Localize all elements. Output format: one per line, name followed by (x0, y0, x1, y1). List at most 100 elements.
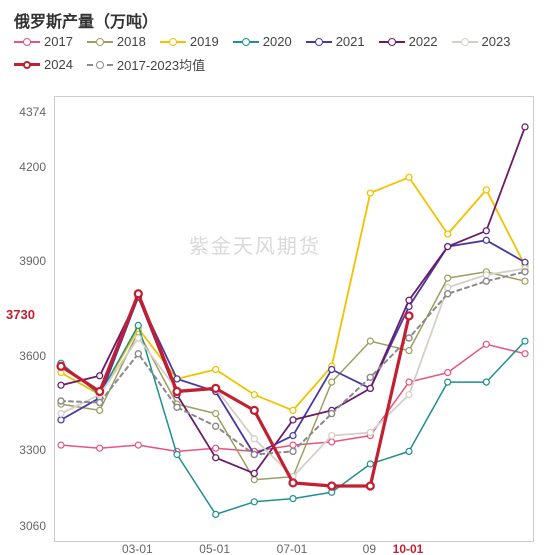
series-marker-avg (251, 452, 257, 458)
series-marker-2020 (367, 461, 373, 467)
series-marker-2017 (97, 445, 103, 451)
series-marker-2021 (58, 417, 64, 423)
y-highlight-label: 3730 (6, 307, 35, 322)
series-marker-2018 (213, 411, 219, 417)
series-marker-2020 (445, 379, 451, 385)
series-marker-2022 (58, 382, 64, 388)
series-marker-avg (483, 278, 489, 284)
series-marker-2022 (290, 417, 296, 423)
y-tick: 3600 (2, 349, 46, 363)
series-marker-2019 (483, 187, 489, 193)
series-marker-2017 (135, 442, 141, 448)
series-marker-2020 (483, 379, 489, 385)
y-tick: 4374 (2, 105, 46, 119)
series-marker-avg (329, 411, 335, 417)
series-marker-2022 (445, 244, 451, 250)
legend-label: 2017-2023均值 (117, 55, 205, 74)
series-marker-avg (406, 335, 412, 341)
series-marker-2024 (96, 388, 103, 395)
series-marker-2021 (522, 259, 528, 265)
series-marker-2019 (290, 407, 296, 413)
series-marker-2021 (483, 237, 489, 243)
y-tick: 3900 (2, 254, 46, 268)
legend-label: 2018 (117, 34, 146, 49)
series-marker-avg (522, 269, 528, 275)
series-marker-2023 (329, 433, 335, 439)
series-marker-2023 (483, 272, 489, 278)
series-marker-2020 (522, 338, 528, 344)
series-marker-2021 (174, 376, 180, 382)
series-marker-2018 (367, 338, 373, 344)
series-marker-2018 (406, 348, 412, 354)
legend-swatch (14, 35, 40, 49)
series-marker-2022 (251, 470, 257, 476)
series-marker-2024 (367, 483, 374, 490)
legend-item-2021: 2021 (306, 34, 365, 49)
legend-swatch (160, 35, 186, 49)
series-marker-2022 (406, 297, 412, 303)
series-marker-2017 (522, 351, 528, 357)
series-marker-2024 (406, 312, 413, 319)
series-marker-2017 (445, 370, 451, 376)
series-marker-2018 (522, 278, 528, 284)
series-marker-2024 (328, 483, 335, 490)
series-marker-2024 (58, 363, 65, 370)
series-marker-2023 (135, 335, 141, 341)
legend-label: 2019 (190, 34, 219, 49)
legend-label: 2022 (409, 34, 438, 49)
series-marker-2023 (58, 411, 64, 417)
series-marker-2017 (483, 341, 489, 347)
series-marker-2022 (213, 455, 219, 461)
series-marker-2023 (367, 430, 373, 436)
x-tick: 03-01 (122, 542, 153, 555)
series-marker-2020 (213, 511, 219, 517)
legend-swatch (379, 35, 405, 49)
series-marker-2024 (174, 388, 181, 395)
legend-item-2019: 2019 (160, 34, 219, 49)
series-marker-2017 (406, 379, 412, 385)
x-tick: 05-01 (199, 542, 230, 555)
series-line-2019 (61, 177, 525, 410)
series-marker-2019 (251, 392, 257, 398)
chart-container: 俄罗斯产量（万吨） 2017 2018 2019 2020 2021 2022 2023 20… (0, 0, 550, 555)
series-line-avg (61, 272, 525, 455)
series-marker-2022 (522, 124, 528, 130)
legend-item-2017: 2017 (14, 34, 73, 49)
y-tick: 3300 (2, 443, 46, 457)
plot-area: 紫金天风期货 (54, 96, 534, 542)
series-marker-2017 (329, 439, 335, 445)
series-marker-2017 (213, 445, 219, 451)
legend-label: 2020 (263, 34, 292, 49)
series-marker-2020 (174, 452, 180, 458)
series-marker-2019 (367, 190, 373, 196)
legend-swatch (87, 58, 113, 72)
y-tick: 4200 (2, 160, 46, 174)
series-marker-avg (367, 374, 373, 380)
legend-label: 2023 (482, 34, 511, 49)
legend-item-avg: 2017-2023均值 (87, 55, 205, 74)
series-marker-avg (174, 404, 180, 410)
series-marker-avg (445, 291, 451, 297)
legend-label: 2017 (44, 34, 73, 49)
chart-title: 俄罗斯产量（万吨） (14, 8, 158, 32)
legend-swatch (87, 35, 113, 49)
series-marker-avg (97, 400, 103, 406)
series-marker-2021 (329, 367, 335, 373)
legend-label: 2024 (44, 57, 73, 72)
legend-item-2023: 2023 (452, 34, 511, 49)
series-marker-2019 (445, 231, 451, 237)
series-marker-2019 (406, 174, 412, 180)
series-marker-2024 (135, 290, 142, 297)
x-tick: 10-01 (393, 542, 424, 555)
legend-label: 2021 (336, 34, 365, 49)
legend-item-2020: 2020 (233, 34, 292, 49)
series-marker-2021 (290, 433, 296, 439)
legend-swatch (452, 35, 478, 49)
series-marker-2018 (97, 407, 103, 413)
series-marker-2017 (58, 442, 64, 448)
series-marker-2024 (290, 479, 297, 486)
series-marker-2024 (212, 385, 219, 392)
series-marker-2020 (135, 322, 141, 328)
series-marker-2020 (251, 499, 257, 505)
series-marker-2017 (290, 442, 296, 448)
